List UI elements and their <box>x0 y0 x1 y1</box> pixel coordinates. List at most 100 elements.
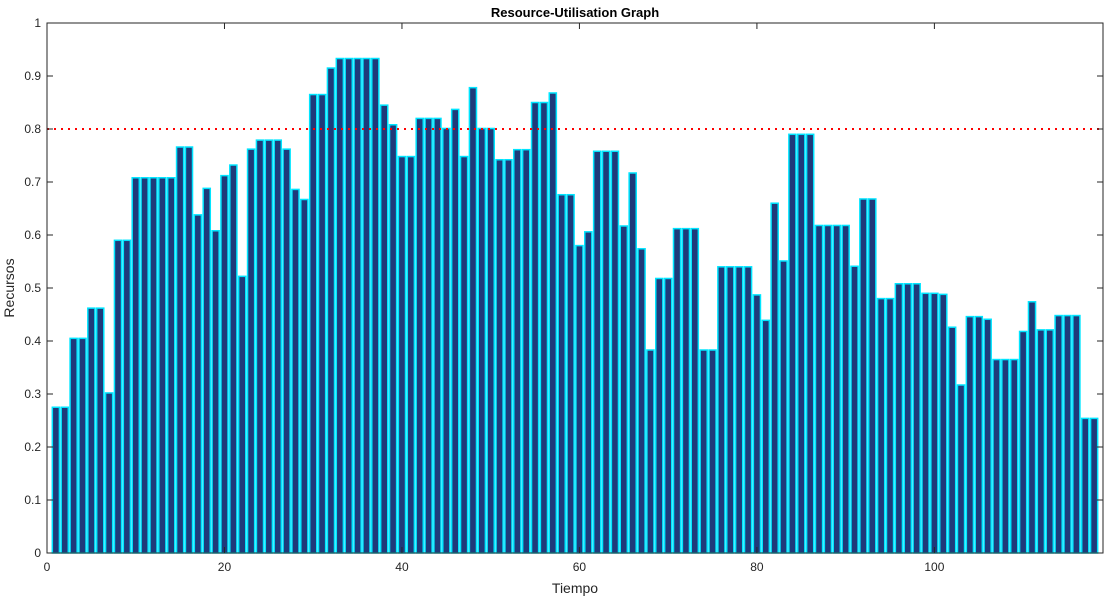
bar <box>619 225 629 554</box>
bar <box>158 177 167 554</box>
bar <box>397 155 407 554</box>
bar <box>796 133 806 554</box>
bar <box>113 239 123 554</box>
bar <box>495 158 504 554</box>
bar <box>575 244 584 554</box>
y-tick-label: 0 <box>34 546 41 560</box>
bar <box>1054 314 1063 554</box>
chart-title: Resource-Utilisation Graph <box>491 5 659 20</box>
bar <box>610 150 620 554</box>
bar <box>237 275 247 554</box>
bar <box>166 177 176 554</box>
bar <box>965 315 975 554</box>
bar <box>326 67 336 554</box>
bar <box>521 148 531 554</box>
bar <box>805 133 815 554</box>
bar <box>637 248 646 554</box>
bar <box>415 117 425 554</box>
bar <box>335 57 345 554</box>
bar <box>246 148 256 554</box>
bar <box>104 392 114 554</box>
bar <box>708 349 717 554</box>
bar <box>353 57 362 554</box>
bar <box>690 227 700 554</box>
bar <box>149 177 158 554</box>
bar <box>193 214 203 554</box>
y-tick-label: 0.3 <box>24 387 41 401</box>
bar <box>379 104 389 554</box>
y-tick-label: 1 <box>34 16 41 30</box>
bar <box>930 292 939 554</box>
bar <box>273 139 283 554</box>
x-tick-label: 40 <box>395 560 409 574</box>
bar <box>584 231 593 554</box>
bar <box>894 283 904 554</box>
bar <box>859 198 868 554</box>
bar <box>1063 314 1072 554</box>
bar <box>220 174 229 554</box>
bar <box>743 266 753 554</box>
bar <box>885 297 895 554</box>
bar <box>1045 329 1055 554</box>
bar <box>592 150 602 554</box>
bar <box>921 292 930 554</box>
bar <box>938 293 948 554</box>
bar <box>513 148 522 554</box>
y-tick-label: 0.7 <box>24 175 41 189</box>
bar <box>655 277 664 554</box>
bar <box>1009 358 1019 554</box>
x-tick-label: 60 <box>573 560 587 574</box>
bar <box>51 406 61 554</box>
bar <box>388 124 398 554</box>
bar <box>344 57 354 554</box>
y-tick-label: 0.2 <box>24 440 41 454</box>
bar <box>912 283 921 554</box>
x-tick-label: 100 <box>924 560 944 574</box>
y-tick-label: 0.4 <box>24 334 41 348</box>
bar <box>317 93 327 554</box>
bar <box>255 139 265 554</box>
bar <box>504 158 513 554</box>
y-axis-label: Recursos <box>1 258 17 317</box>
bar <box>699 349 708 554</box>
bar <box>646 349 655 554</box>
bar <box>566 193 575 554</box>
y-axis-ticks: 0 0.1 0.2 0.3 0.4 0.5 0.6 0.7 0.8 0.9 1 <box>24 16 1103 560</box>
bar <box>947 326 957 554</box>
bar <box>1001 358 1010 554</box>
bar <box>362 57 371 554</box>
y-tick-label: 0.5 <box>24 281 41 295</box>
bar <box>122 239 132 554</box>
bar <box>87 307 96 554</box>
bar <box>788 133 797 554</box>
bar <box>300 198 309 554</box>
bar <box>903 283 913 554</box>
bar <box>734 266 744 554</box>
bar <box>424 117 433 554</box>
bar <box>841 224 850 554</box>
bar-series <box>51 57 1099 554</box>
bar <box>974 315 984 554</box>
x-tick-label: 0 <box>44 560 51 574</box>
bar <box>867 198 877 554</box>
bar <box>308 93 318 554</box>
bar <box>1072 314 1081 554</box>
bar <box>681 227 691 554</box>
bar <box>761 319 771 554</box>
bar <box>486 127 495 554</box>
bar <box>442 127 451 554</box>
x-axis-ticks: 0 20 40 60 80 100 <box>44 23 945 574</box>
bar <box>477 127 487 554</box>
x-tick-label: 20 <box>218 560 232 574</box>
bar <box>850 265 859 554</box>
bar <box>983 318 992 554</box>
bar <box>291 188 300 554</box>
bar <box>992 358 1001 554</box>
bar <box>211 230 220 554</box>
bar <box>1080 417 1090 554</box>
bar <box>770 202 779 554</box>
bar <box>433 117 442 554</box>
bar <box>175 146 185 554</box>
bar <box>832 224 842 554</box>
